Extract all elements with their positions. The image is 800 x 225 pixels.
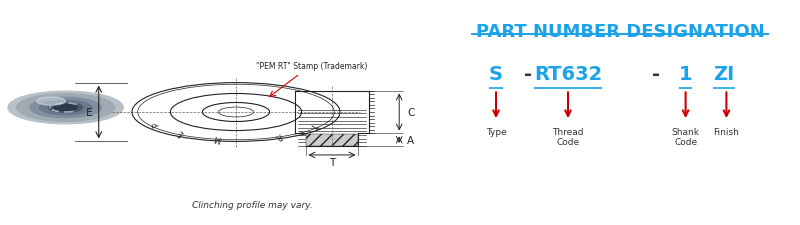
Text: RT632: RT632 xyxy=(534,65,602,84)
Text: A: A xyxy=(407,135,414,145)
Text: E: E xyxy=(86,108,93,117)
Text: S: S xyxy=(489,65,503,84)
Circle shape xyxy=(40,101,91,115)
Text: Shank
Code: Shank Code xyxy=(672,127,699,146)
Text: "PEM RT" Stamp (Trademark): "PEM RT" Stamp (Trademark) xyxy=(256,62,368,71)
Text: C: C xyxy=(407,108,414,117)
Text: T: T xyxy=(329,158,335,167)
Text: -: - xyxy=(652,65,660,84)
Text: Finish: Finish xyxy=(714,127,739,136)
Polygon shape xyxy=(306,135,358,146)
Text: 1: 1 xyxy=(678,65,693,84)
Text: E: E xyxy=(177,127,186,137)
Circle shape xyxy=(54,105,77,111)
Text: P: P xyxy=(150,119,161,127)
Text: PART NUMBER DESIGNATION: PART NUMBER DESIGNATION xyxy=(476,22,764,40)
Circle shape xyxy=(48,103,83,113)
Text: -: - xyxy=(524,65,532,84)
Circle shape xyxy=(30,98,102,118)
Circle shape xyxy=(37,98,66,106)
Text: T: T xyxy=(308,121,318,129)
Text: Type: Type xyxy=(486,127,506,136)
Text: Clinching profile may vary.: Clinching profile may vary. xyxy=(192,200,312,209)
Text: Thread
Code: Thread Code xyxy=(552,127,584,146)
Text: R: R xyxy=(274,129,282,140)
Text: ZI: ZI xyxy=(714,65,734,84)
Circle shape xyxy=(8,92,123,124)
Text: M: M xyxy=(214,132,222,142)
Circle shape xyxy=(17,94,114,122)
